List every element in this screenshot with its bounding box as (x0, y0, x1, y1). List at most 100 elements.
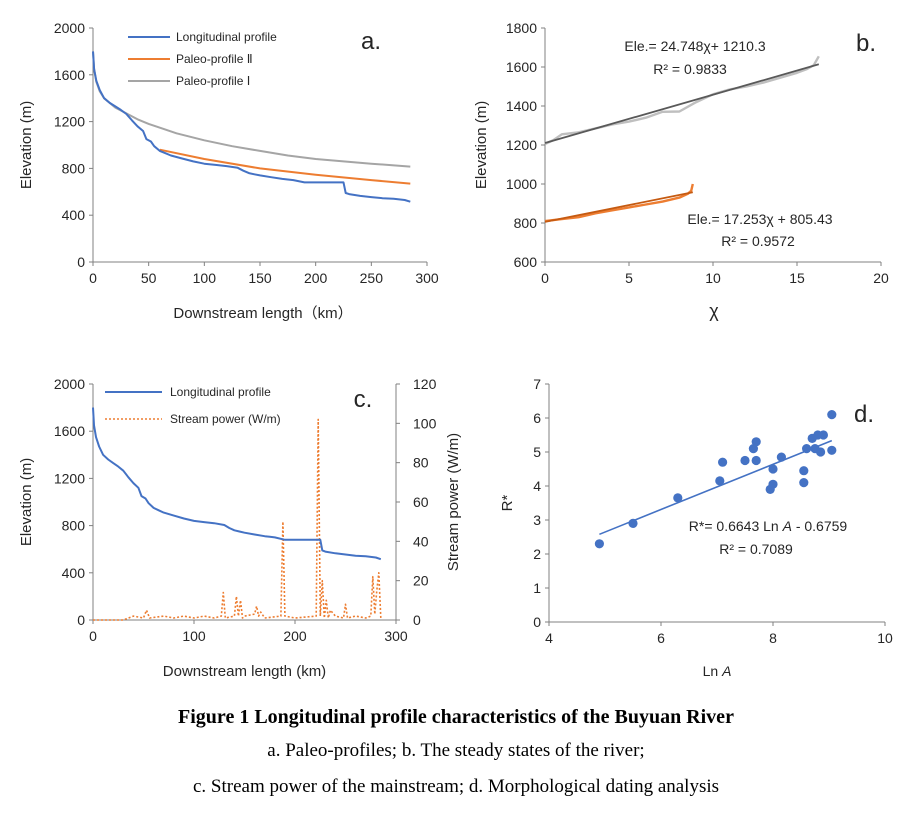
panel-d-data-point (768, 479, 778, 489)
figure-caption-title: Figure 1 Longitudinal profile characteri… (178, 706, 734, 728)
panel-d-data-point (673, 493, 683, 503)
panel-b-fit-line (544, 63, 820, 144)
panel-c-y2-tick-label: 120 (413, 376, 437, 392)
panel-a-label: a. (361, 28, 381, 55)
panel-d-data-point (718, 457, 728, 467)
panel-c-y-tick-label: 400 (62, 565, 86, 581)
panel-d-data-point (827, 445, 837, 455)
panel-a-legend-label: Longitudinal profile (176, 30, 277, 44)
panel-c-y2-tick-label: 40 (413, 533, 429, 549)
panel-b-fit-line (544, 191, 693, 223)
panel-a-y-tick-label: 800 (62, 160, 86, 176)
panel-c-y2-axis-label: Stream power (W/m) (445, 433, 462, 571)
figure-canvas: 0 50 100 150 200 250 3000400800120016002000Dow… (18, 20, 893, 680)
panel-d-y-tick-label: 4 (533, 478, 541, 494)
panel-b-x-tick-label: 20 (873, 270, 889, 286)
panel-c-x-tick-label: 0 (89, 628, 97, 644)
panel-d-x-axis-label: Ln A (703, 663, 732, 679)
panel-b-x-axis-label: χ (709, 301, 719, 321)
panel-b-x-tick-label: 5 (625, 270, 633, 286)
panel-c-legend-label: Stream power (W/m) (170, 412, 281, 426)
panel-a-series-line (92, 51, 411, 203)
panel-c-x-axis-label: Downstream length (km) (163, 663, 326, 680)
panel-d-data-point (799, 478, 809, 488)
panel-d-data-point (594, 539, 605, 549)
panel-b-lower-equation: Ele.= 17.253χ + 805.43 (687, 211, 832, 227)
panel-a-x-tick-label: 100 (193, 270, 217, 286)
panel-a-legend-label: Paleo-profile Ⅰ (176, 74, 250, 88)
panel-a-y-tick-label: 2000 (54, 20, 85, 36)
panel-d-y-tick-label: 3 (533, 512, 541, 528)
panel-d-y-tick-label: 2 (533, 546, 541, 562)
panel-b-y-tick-label: 1400 (506, 98, 537, 114)
panel-b-y-tick-label: 1600 (506, 59, 537, 75)
panel-d-data-point (827, 410, 837, 420)
panel-a-y-tick-label: 400 (62, 207, 86, 223)
panel-d-equation: R*= 0.6643 Ln A - 0.6759 (689, 518, 848, 534)
figure-caption-line-2: c. Stream power of the mainstream; d. Mo… (192, 776, 720, 797)
panel-c-x-tick-label: 100 (182, 628, 206, 644)
panel-c-y2-tick-label: 100 (413, 415, 437, 431)
panel-c-label: c. (354, 386, 373, 413)
panel-b-upper-r2: R² = 0.9833 (653, 61, 727, 77)
panel-a-y-tick-label: 1600 (54, 67, 85, 83)
panel-d-data-point (628, 518, 638, 529)
panel-b-x-tick-label: 0 (541, 270, 549, 286)
panel-d-r2: R² = 0.7089 (719, 541, 793, 557)
panel-b-upper-equation: Ele.= 24.748χ+ 1210.3 (624, 38, 765, 54)
panel-d-x-tick-label: 10 (877, 630, 893, 646)
panel-b-series-line (544, 55, 820, 146)
panel-b-y-tick-label: 1000 (506, 176, 537, 192)
panel-a-x-tick-label: 150 (248, 270, 272, 286)
panel-d-data-point (776, 452, 787, 462)
panel-d-x-tick-label: 8 (769, 630, 777, 646)
panel-c-legend-label: Longitudinal profile (170, 385, 271, 399)
panel-d-data-point (751, 437, 761, 447)
panel-a-series-line (159, 148, 411, 185)
panel-a-y-axis-label: Elevation (m) (18, 101, 35, 189)
panel-a-x-tick-label: 250 (360, 270, 384, 286)
panel-d-fit-line (599, 439, 833, 536)
panel-a-x-tick-label: 200 (304, 270, 328, 286)
panel-a-legend-label: Paleo-profile Ⅱ (176, 52, 253, 66)
panel-d-data-point (751, 455, 761, 466)
panel-d-label: d. (854, 401, 874, 428)
panel-d-data-point (799, 466, 809, 476)
panel-c-profile-line (92, 407, 382, 561)
panel-a-x-tick-label: 50 (141, 270, 157, 286)
panel-c-x-tick-label: 200 (283, 628, 307, 644)
panel-b-y-tick-label: 800 (514, 215, 538, 231)
panel-d-y-tick-label: 1 (533, 580, 541, 596)
panel-c-y-tick-label: 800 (62, 518, 86, 534)
panel-c-y-axis-label: Elevation (m) (18, 458, 35, 546)
panel-d-data-point (768, 464, 778, 474)
panel-c-y2-tick-label: 60 (413, 494, 429, 510)
panel-a-x-tick-label: 300 (415, 270, 439, 286)
panel-c-y-tick-label: 2000 (54, 376, 85, 392)
panel-d-data-point (740, 455, 750, 466)
panel-d-y-tick-label: 0 (533, 614, 541, 630)
panel-c-stream-power-line (93, 418, 382, 621)
panel-c-y2-tick-label: 20 (413, 573, 429, 589)
panel-b-y-axis-label: Elevation (m) (473, 101, 490, 189)
panel-b-y-tick-label: 600 (514, 254, 538, 270)
panel-d-x-tick-label: 4 (545, 630, 553, 646)
panel-b-series-line (544, 183, 694, 223)
panel-c-y2-tick-label: 80 (413, 455, 429, 471)
panel-c-y-tick-label: 1600 (54, 423, 85, 439)
panel-d-x-tick-label: 6 (657, 630, 665, 646)
panel-d-y-axis-label: R* (499, 495, 516, 512)
panel-d-y-tick-label: 7 (533, 376, 541, 392)
panel-a-y-tick-label: 1200 (54, 114, 85, 130)
panel-d-data-point (816, 447, 826, 457)
panel-c-x-tick-label: 300 (384, 628, 408, 644)
panel-b-lower-r2: R² = 0.9572 (721, 233, 795, 249)
panel-c-y-tick-label: 0 (77, 612, 85, 628)
panel-b-x-tick-label: 10 (705, 270, 721, 286)
panel-d-data-point (802, 444, 812, 454)
panel-b-y-tick-label: 1200 (506, 137, 537, 153)
panel-d-data-point (818, 430, 829, 440)
panel-b-y-tick-label: 1800 (506, 20, 537, 36)
panel-a-y-tick-label: 0 (77, 254, 85, 270)
panel-c-y2-tick-label: 0 (413, 612, 421, 628)
